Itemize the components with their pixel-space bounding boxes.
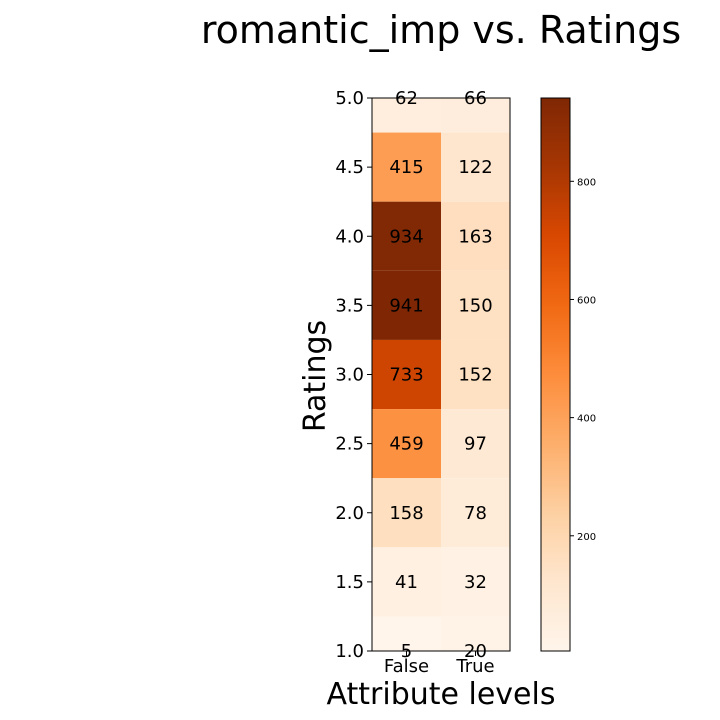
heatmap-cell: [441, 270, 510, 340]
x-axis-ticks: False True: [384, 651, 495, 677]
heatmap-cell: [441, 98, 510, 133]
heatmap-cell: [372, 409, 441, 479]
colorbar-tick-label: 600: [577, 295, 596, 306]
heatmap-cell: [441, 339, 510, 410]
cell-value-label: 934: [389, 226, 423, 247]
cell-value-label: 122: [458, 157, 492, 178]
cell-value-label: 97: [464, 434, 487, 455]
colorbar-tick-label: 800: [577, 177, 596, 188]
colorbar-gradient: [540, 97, 571, 652]
y-tick-label: 4.5: [335, 157, 364, 178]
cell-value-label: 20: [464, 641, 487, 662]
cell-value-label: 415: [389, 157, 423, 178]
heatmap-cell: [372, 547, 441, 617]
y-tick-label: 1.0: [335, 641, 364, 662]
heatmap-cell: [372, 616, 441, 651]
heatmap-cell: [441, 132, 510, 202]
heatmap-cell: [372, 478, 441, 548]
x-axis-label: Attribute levels: [327, 677, 556, 712]
cell-value-label: 41: [395, 572, 418, 593]
cell-value-label: 78: [464, 503, 487, 524]
cell-value-label: 733: [389, 365, 423, 386]
heatmap-cell: [441, 547, 510, 617]
chart-title: romantic_imp vs. Ratings: [201, 8, 681, 52]
cell-value-label: 150: [458, 295, 492, 316]
heatmap-cell: [372, 132, 441, 202]
cell-value-label: 459: [389, 434, 423, 455]
cell-value-label: 152: [458, 365, 492, 386]
heatmap-cell: [441, 478, 510, 548]
colorbar-tick-label: 200: [577, 532, 596, 543]
y-tick-label: 3.5: [335, 295, 364, 316]
heatmap-cell: [441, 409, 510, 479]
cell-value-label: 941: [389, 295, 423, 316]
x-tick-label: False: [384, 656, 429, 677]
cell-value-label: 66: [464, 88, 487, 109]
heatmap-cell: [372, 98, 441, 133]
y-tick-label: 5.0: [335, 88, 364, 109]
heatmap-cell: [441, 201, 510, 271]
heatmap-cell: [441, 616, 510, 651]
colorbar-tick-label: 400: [577, 414, 596, 425]
y-tick-label: 3.0: [335, 365, 364, 386]
y-tick-label: 2.0: [335, 503, 364, 524]
x-tick-label: True: [455, 656, 494, 677]
colorbar: 200 400 600 800: [540, 97, 596, 652]
cell-value-label: 62: [395, 88, 418, 109]
y-axis-ticks: 1.0 1.5 2.0 2.5 3.0 3.5 4.0 4.5 5.0: [335, 88, 372, 662]
heatmap-cell: [372, 270, 441, 340]
cell-value-label: 163: [458, 226, 492, 247]
cell-value-label: 158: [389, 503, 423, 524]
cell-value-label: 5: [401, 641, 412, 662]
y-tick-label: 1.5: [335, 572, 364, 593]
y-tick-label: 2.5: [335, 434, 364, 455]
heatmap-cell: [372, 339, 441, 410]
heatmap-cell: [372, 201, 441, 271]
y-axis-label: Ratings: [298, 320, 333, 432]
y-tick-label: 4.0: [335, 226, 364, 247]
heatmap-cells: [372, 98, 510, 651]
cell-value-label: 32: [464, 572, 487, 593]
